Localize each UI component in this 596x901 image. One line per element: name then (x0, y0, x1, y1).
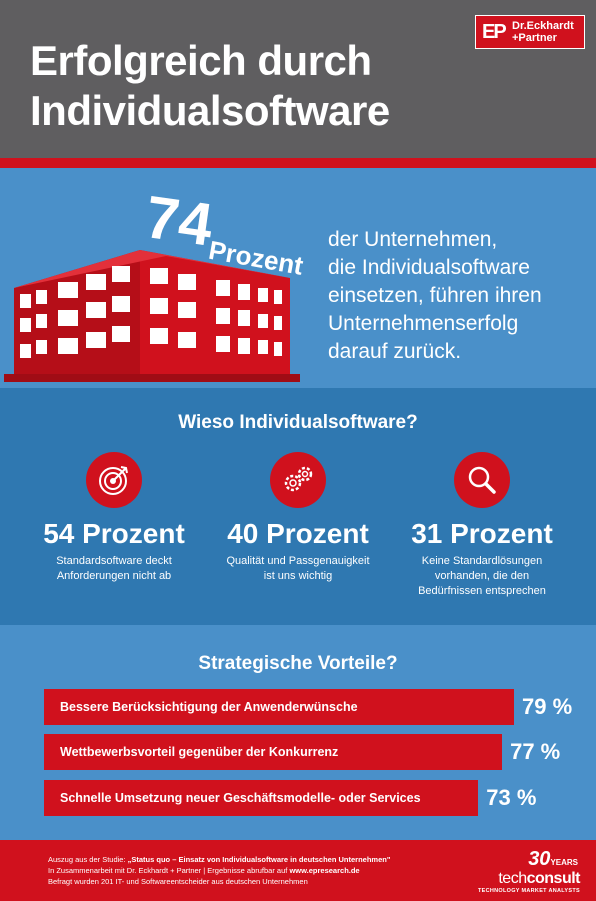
techconsult-years-label: YEARS (550, 858, 578, 867)
footer-line-3: Befragt wurden 201 IT- und Softwareentsc… (48, 877, 308, 886)
title-line-2: Individualsoftware (30, 87, 390, 134)
page-title: Erfolgreich durch Individualsoftware (30, 36, 470, 136)
advantages-title: Strategische Vorteile? (198, 653, 398, 674)
gears-icon (270, 452, 326, 508)
reason-label-line: Qualität und Passgenauigkeit (226, 555, 370, 567)
reasons-section: Wieso Individualsoftware? 54 Prozent Sta… (0, 388, 596, 625)
hero-text-line: einsetzen, führen ihren (328, 284, 542, 307)
advantage-bar-label: Wettbewerbsvorteil gegenüber der Konkurr… (60, 745, 339, 759)
reason-item-quality: 40 Prozent Qualität und Passgenauigkeit … (208, 452, 388, 584)
reason-value: 54 Prozent (43, 518, 185, 549)
title-line-1: Erfolgreich durch (30, 37, 372, 84)
techconsult-years: 30YEARS (528, 848, 578, 871)
reason-label-line: Anforderungen nicht ab (56, 570, 172, 582)
reason-label-line: Keine Standardlösungen (421, 555, 543, 567)
advantages-section: Strategische Vorteile? Bessere Berücksic… (0, 625, 596, 840)
footer: Auszug aus der Studie: „Status quo – Ein… (0, 840, 596, 901)
hero-section: 74 Prozent der Unternehmen, die Individu… (0, 168, 596, 388)
reason-item-missing: 31 Prozent Keine Standardlösungen vorhan… (392, 452, 572, 599)
advantage-bar-value: 73 % (486, 785, 537, 810)
techconsult-years-number: 30 (528, 848, 551, 870)
reason-label-line: Bedürfnissen entsprechen (418, 585, 546, 597)
ep-logo-text: Dr.Eckhardt +Partner (512, 20, 574, 44)
advantage-bar-label: Schnelle Umsetzung neuer Geschäftsmodell… (60, 791, 421, 805)
header-divider (0, 158, 596, 168)
reason-label-line: vorhanden, die den (434, 570, 530, 582)
footer-partner-text: In Zusammenarbeit mit Dr. Eckhardt + Par… (48, 866, 290, 875)
ep-logo-line-1: Dr.Eckhardt (512, 20, 574, 32)
reason-value: 31 Prozent (411, 518, 553, 549)
advantage-bar-label: Bessere Berücksichtigung der Anwenderwün… (60, 700, 358, 714)
footer-line-2: In Zusammenarbeit mit Dr. Eckhardt + Par… (48, 865, 390, 876)
advantage-bar-value: 77 % (510, 739, 561, 764)
techconsult-name-thin: tech (498, 870, 527, 887)
advantage-bar (44, 689, 514, 725)
reason-item-standard: 54 Prozent Standardsoftware deckt Anford… (24, 452, 204, 584)
footer-link[interactable]: www.epresearch.de (289, 866, 360, 875)
techconsult-logo: 30YEARS techconsult TECHNOLOGY MARKET AN… (464, 848, 584, 896)
hero-text: der Unternehmen, die Individualsoftware … (328, 226, 588, 366)
hero-number: 74 (141, 183, 217, 259)
building-illustration: 74 Prozent (4, 183, 306, 382)
ep-logo-mark: EP (482, 20, 507, 43)
advantage-bar (44, 734, 503, 770)
magnifier-icon (454, 452, 510, 508)
ep-logo: EP Dr.Eckhardt +Partner (475, 15, 585, 49)
target-icon (86, 452, 142, 508)
reason-label-line: Standardsoftware deckt (56, 555, 172, 567)
techconsult-tagline: TECHNOLOGY MARKET ANALYSTS (477, 888, 580, 894)
ep-logo-line-2: +Partner (512, 32, 557, 44)
footer-text: Auszug aus der Studie: „Status quo – Ein… (48, 854, 390, 887)
reason-value: 40 Prozent (227, 518, 369, 549)
techconsult-name-bold: consult (526, 870, 581, 887)
footer-line-1: Auszug aus der Studie: „Status quo – Ein… (48, 854, 390, 865)
hero-text-line: der Unternehmen, (328, 228, 498, 251)
hero-text-line: darauf zurück. (328, 340, 462, 363)
footer-study-prefix: Auszug aus der Studie: (48, 855, 128, 864)
reason-label: Qualität und Passgenauigkeit ist uns wic… (208, 554, 388, 584)
footer-study-title: „Status quo – Einsatz von Individualsoft… (127, 855, 391, 864)
advantage-bar (44, 780, 479, 816)
reason-label-line: ist uns wichtig (263, 570, 333, 582)
header: Erfolgreich durch Individualsoftware EP … (0, 0, 596, 158)
advantage-bar-value: 79 % (522, 694, 573, 719)
hero-text-line: die Individualsoftware (328, 256, 530, 279)
reason-label: Keine Standardlösungen vorhanden, die de… (392, 554, 572, 599)
techconsult-name: techconsult (498, 870, 580, 888)
hero-text-line: Unternehmenserfolg (328, 312, 519, 335)
reasons-title: Wieso Individualsoftware? (178, 412, 418, 433)
reason-label: Standardsoftware deckt Anforderungen nic… (24, 554, 204, 584)
